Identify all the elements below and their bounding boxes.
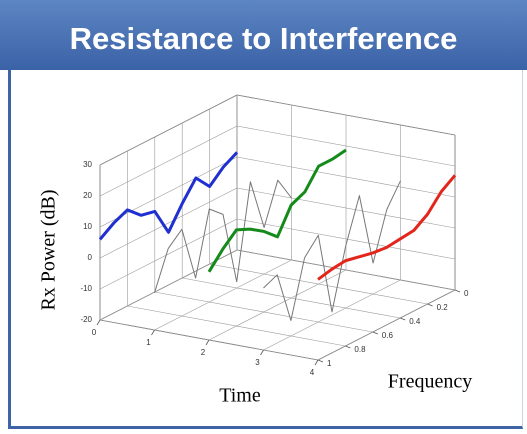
z-tick-label: 0 <box>88 253 93 262</box>
grid-line <box>99 218 238 290</box>
grid-line <box>99 94 238 166</box>
tick-mark <box>205 339 210 346</box>
tick-mark <box>427 303 433 307</box>
y-tick-label: 0.6 <box>382 331 394 340</box>
tick-mark <box>372 331 378 335</box>
tick-mark <box>400 317 406 321</box>
z-tick-label: 30 <box>83 160 92 169</box>
series-line <box>98 151 239 241</box>
tick-mark <box>260 349 264 356</box>
series-line <box>154 179 292 293</box>
series-line <box>207 148 347 273</box>
tick-mark <box>96 319 101 326</box>
tick-mark <box>317 359 324 363</box>
panel <box>8 70 523 429</box>
z-tick-label: 10 <box>83 222 92 231</box>
x-tick-label: 4 <box>310 368 315 377</box>
y-tick-label: 0.2 <box>437 303 449 312</box>
header: Resistance to Interference <box>0 0 527 70</box>
series-line <box>263 180 401 321</box>
x-tick-label: 1 <box>146 338 151 347</box>
y-tick-label: 0 <box>464 289 469 298</box>
x-axis-label: Time <box>219 385 261 407</box>
x-tick-label: 2 <box>201 348 206 357</box>
tick-mark <box>454 289 461 293</box>
grid-line <box>127 305 346 347</box>
z-tick-label: -20 <box>80 315 92 324</box>
z-tick-label: -10 <box>80 284 92 293</box>
grid-line <box>208 269 347 341</box>
tick-mark <box>345 345 351 349</box>
tick-mark <box>151 329 155 336</box>
z-tick-label: 20 <box>83 191 92 200</box>
tick-mark <box>314 359 319 366</box>
grid-line <box>236 249 456 291</box>
z-axis-label: Rx Power (dB) <box>38 189 60 310</box>
grid-line <box>99 125 238 197</box>
grid-line <box>317 289 456 361</box>
y-tick-label: 1 <box>327 359 332 368</box>
title: Resistance to Interference <box>69 21 458 56</box>
x-tick-label: 0 <box>92 328 97 337</box>
grid-line <box>154 259 292 331</box>
y-axis-label: Frequency <box>388 371 472 393</box>
grid-line <box>263 279 401 351</box>
y-tick-label: 0.4 <box>409 317 421 326</box>
series-line <box>317 174 457 281</box>
grid-line <box>154 291 373 333</box>
grid-line <box>99 187 238 259</box>
grid-line <box>209 263 428 305</box>
grid-line <box>182 277 401 319</box>
y-tick-label: 0.8 <box>354 345 366 354</box>
x-tick-label: 3 <box>255 358 260 367</box>
